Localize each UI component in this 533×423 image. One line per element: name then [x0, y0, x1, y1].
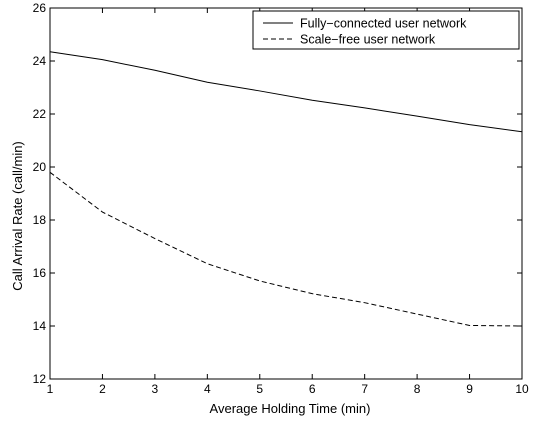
plot-frame — [49, 7, 523, 380]
series-line-scale-free — [49, 171, 523, 327]
y-tick-label: 18 — [33, 213, 47, 227]
y-tick-label: 22 — [33, 107, 47, 121]
x-tick-label: 5 — [256, 382, 263, 396]
x-tick-label: 3 — [152, 382, 159, 396]
legend: Fully−connected user network Scale−free u… — [252, 10, 520, 50]
y-axis-label: Call Arrival Rate (call/min) — [10, 141, 25, 291]
x-tick-label: 4 — [204, 382, 211, 396]
y-tick-label: 24 — [33, 54, 47, 68]
y-tick-label: 16 — [33, 266, 47, 280]
y-tick-label: 14 — [33, 319, 47, 333]
series-line-fully-connected — [49, 51, 523, 133]
x-tick-label: 6 — [309, 382, 316, 396]
x-tick-label: 1 — [47, 382, 54, 396]
series-lines — [49, 51, 523, 327]
y-tick-label: 20 — [33, 160, 47, 174]
legend-label: Scale−free user network — [300, 33, 436, 47]
x-tick-label: 9 — [466, 382, 473, 396]
x-axis-label: Average Holding Time (min) — [210, 401, 371, 416]
plot-area — [49, 7, 523, 380]
x-tick-label: 8 — [414, 382, 421, 396]
x-tick-label: 2 — [99, 382, 106, 396]
x-tick-label: 10 — [515, 382, 529, 396]
y-tick-label: 12 — [33, 372, 47, 386]
y-tick-label: 26 — [33, 1, 47, 15]
x-tick-label: 7 — [361, 382, 368, 396]
legend-label: Fully−connected user network — [300, 17, 467, 31]
legend-box — [252, 10, 520, 50]
